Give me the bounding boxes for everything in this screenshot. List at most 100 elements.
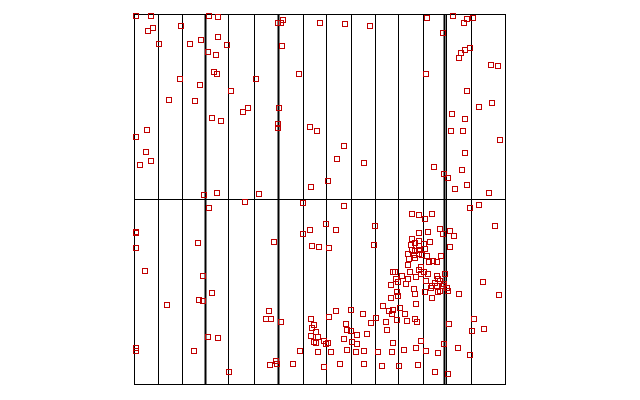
data-point <box>497 137 503 143</box>
data-point <box>297 348 303 354</box>
data-point <box>245 105 251 111</box>
data-point <box>156 41 162 47</box>
data-point <box>361 160 367 166</box>
data-point <box>441 171 447 177</box>
data-point <box>399 273 405 279</box>
data-point <box>447 244 453 250</box>
data-point <box>390 307 396 313</box>
data-point <box>214 71 220 77</box>
data-point <box>191 348 197 354</box>
data-point <box>214 190 220 196</box>
data-point <box>405 251 411 257</box>
data-point <box>471 316 477 322</box>
data-point <box>325 340 331 346</box>
data-point <box>422 216 428 222</box>
data-point <box>364 331 370 337</box>
data-point <box>449 111 455 117</box>
data-point <box>341 143 347 149</box>
data-point <box>274 361 280 367</box>
data-point <box>413 345 419 351</box>
data-point <box>406 256 412 262</box>
data-point <box>394 289 400 295</box>
data-point <box>344 347 350 353</box>
data-point <box>481 326 487 332</box>
data-point <box>275 121 281 127</box>
data-point <box>308 184 314 190</box>
data-point <box>205 334 211 340</box>
data-point <box>380 303 386 309</box>
data-point <box>397 305 403 311</box>
data-point <box>396 363 402 369</box>
data-point <box>133 134 139 140</box>
data-point <box>372 223 378 229</box>
data-point <box>240 109 246 115</box>
data-point <box>402 311 408 317</box>
data-point <box>460 128 466 134</box>
data-point <box>409 211 415 217</box>
data-point <box>144 127 150 133</box>
data-point <box>467 205 473 211</box>
data-point <box>459 167 465 173</box>
data-point <box>405 262 411 268</box>
data-point <box>360 311 366 317</box>
data-point <box>467 352 473 358</box>
data-point <box>452 186 458 192</box>
data-point <box>423 71 429 77</box>
data-point <box>394 317 400 323</box>
data-point <box>242 199 248 205</box>
data-point <box>206 13 212 19</box>
data-point <box>395 279 401 285</box>
data-point <box>309 325 315 331</box>
data-point <box>148 13 154 19</box>
data-point <box>462 150 468 156</box>
data-point <box>333 227 339 233</box>
data-point <box>267 362 273 368</box>
data-point <box>424 15 430 21</box>
data-point <box>440 30 446 36</box>
data-point <box>405 276 411 282</box>
data-point <box>476 104 482 110</box>
data-point <box>431 164 437 170</box>
data-point <box>256 191 262 197</box>
data-point <box>348 307 354 313</box>
data-point <box>143 149 149 155</box>
data-point <box>334 156 340 162</box>
data-point <box>315 349 321 355</box>
data-point <box>448 128 454 134</box>
data-point <box>386 308 392 314</box>
data-point <box>133 13 139 19</box>
data-point <box>429 295 435 301</box>
data-point <box>308 316 314 322</box>
data-point <box>296 71 302 77</box>
data-point <box>290 361 296 367</box>
data-point <box>462 116 468 122</box>
data-point <box>388 295 394 301</box>
data-point <box>488 62 494 68</box>
data-point <box>326 314 332 320</box>
data-point <box>425 271 431 277</box>
data-point <box>395 293 401 299</box>
data-point <box>133 245 139 251</box>
data-point <box>414 319 420 325</box>
data-point <box>401 347 407 353</box>
data-point <box>201 192 207 198</box>
data-point <box>412 291 418 297</box>
data-point <box>432 369 438 375</box>
data-point <box>228 88 234 94</box>
data-point <box>407 269 413 275</box>
data-point <box>464 88 470 94</box>
data-point <box>341 203 347 209</box>
data-point <box>388 282 394 288</box>
data-point <box>268 316 274 322</box>
data-point <box>209 115 215 121</box>
data-point <box>435 289 441 295</box>
data-point <box>442 271 448 277</box>
data-point <box>309 243 315 249</box>
data-point <box>213 52 219 58</box>
data-point <box>263 316 269 322</box>
data-point <box>342 21 348 27</box>
data-point <box>389 349 395 355</box>
data-point <box>209 290 215 296</box>
data-point <box>205 49 211 55</box>
data-point <box>416 212 422 218</box>
